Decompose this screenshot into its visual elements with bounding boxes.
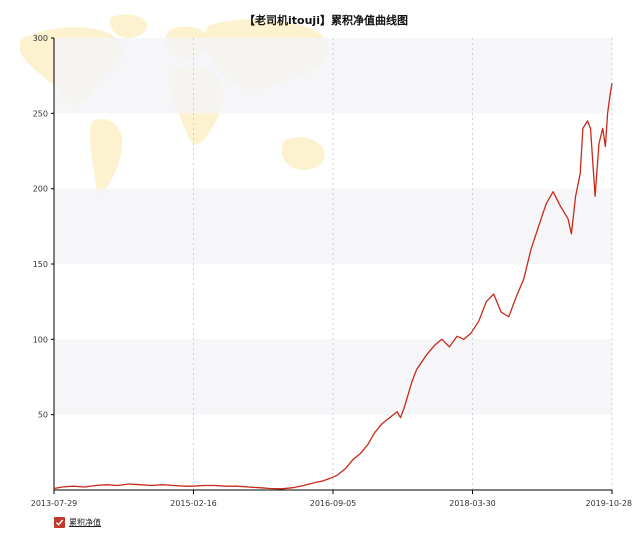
x-tick-label: 2016-09-05 xyxy=(310,499,357,508)
legend-label: 累积净值 xyxy=(69,517,101,527)
grid-band xyxy=(54,188,612,264)
chart-title: 【老司机itouji】累积净值曲线图 xyxy=(244,13,408,27)
y-tick-label: 100 xyxy=(33,335,48,344)
legend-checkbox[interactable] xyxy=(54,516,65,528)
series-line-accumulated-nav xyxy=(53,83,613,490)
y-tick-label: 150 xyxy=(33,260,48,269)
vertical-grid xyxy=(193,38,613,490)
checkmark-icon xyxy=(55,519,64,526)
grid-band xyxy=(54,339,612,415)
x-tick-label: 2015-02-16 xyxy=(170,499,217,508)
map-greenland xyxy=(109,14,147,38)
grid-band xyxy=(54,38,612,114)
map-australia xyxy=(282,137,325,170)
map-south-america xyxy=(90,118,123,193)
y-tick-label: 300 xyxy=(33,34,48,43)
grid-bands xyxy=(54,38,612,415)
x-tick-label: 2018-03-30 xyxy=(449,499,496,508)
y-tick-label: 250 xyxy=(33,109,48,118)
x-tick-label: 2019-10-28 xyxy=(586,499,633,508)
y-tick-group: 50 100 150 200 250 300 xyxy=(33,34,54,420)
y-tick-label: 200 xyxy=(33,185,48,194)
x-tick-label: 2013-07-29 xyxy=(31,499,78,508)
y-tick-label: 50 xyxy=(38,411,48,420)
x-tick-group: 2013-07-29 2015-02-16 2016-09-05 2018-03-30… xyxy=(31,490,632,508)
legend-item[interactable]: 累积净值 xyxy=(54,515,101,529)
